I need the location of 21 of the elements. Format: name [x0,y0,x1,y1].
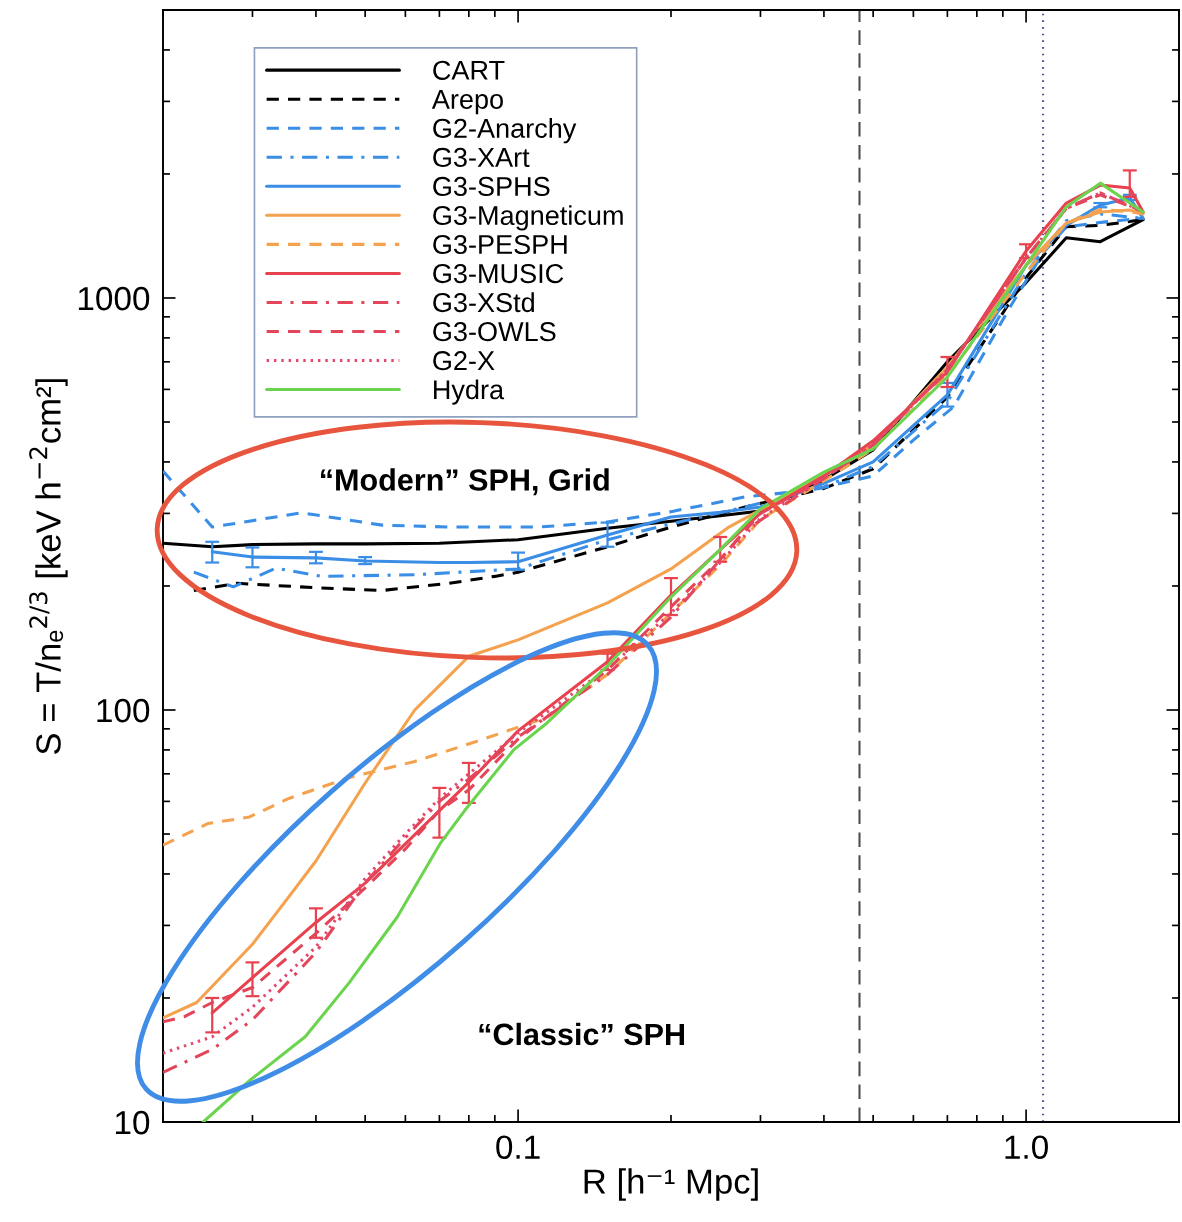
legend-label: CART [433,60,505,80]
x-tick-label: 0.1 [496,1135,540,1159]
legend-label: G3-Magneticum [433,205,623,231]
x-tick-label: 1.0 [1005,1135,1048,1159]
annotation: “Modern” SPH, Grid [321,468,609,496]
y-tick-label: 1000 [78,286,150,311]
y-tick-label: 100 [97,698,150,723]
legend-label: G2-Anarchy [433,118,577,144]
legend-label: G3-PESPH [433,234,567,255]
legend-label: G3-XStd [433,292,534,313]
legend-label: G3-OWLS [433,322,556,342]
legend-label: G3-MUSIC [433,263,564,284]
y-axis-title: S = T/nₑ$^{2/3}$ [keV h$^{−2}$cm²] [29,379,68,754]
x-axis-title: R [h⁻¹ Mpc] [584,1168,758,1201]
legend-label: G3-XArt [433,147,530,167]
legend-label: Arepo [431,90,503,115]
annotation: “Classic” SPH [479,1022,684,1046]
y-tick-label: 10 [115,1110,150,1135]
legend-label: G2-X [433,351,495,371]
legend-label: G3-SPHS [433,176,550,197]
legend-label: Hydra [434,379,505,405]
